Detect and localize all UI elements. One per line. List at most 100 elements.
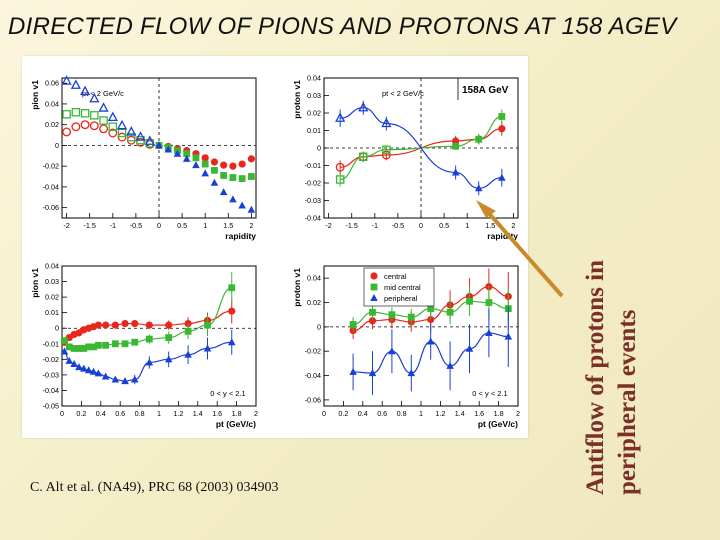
x-tick-label: 2	[516, 409, 520, 418]
data-point	[111, 375, 120, 383]
y-tick-label: 0.04	[307, 74, 321, 83]
x-tick-label: 0.2	[76, 409, 86, 418]
data-point	[71, 122, 81, 132]
x-tick-label: 1.6	[474, 409, 484, 418]
x-tick-label: 1.5	[223, 221, 233, 230]
citation: C. Alt et al. (NA49), PRC 68 (2003) 0349…	[30, 480, 279, 495]
y-tick-label: 0.02	[45, 293, 59, 302]
data-point	[451, 168, 460, 176]
x-axis-label: pt (GeV/c)	[216, 419, 256, 429]
x-tick-label: 0.8	[397, 409, 407, 418]
x-tick-label: 0.4	[358, 409, 368, 418]
x-tick-label: 1	[157, 409, 161, 418]
y-tick-label: 0.01	[307, 126, 321, 135]
data-point	[145, 321, 153, 329]
data-point	[144, 135, 155, 145]
data-point	[75, 363, 83, 371]
data-point	[164, 145, 173, 153]
chart-proton-pt: 0 0.2 0.4 0.6 0.8 1 1.2 1.4 1.6 1.8 2 -0.06 -0.04 -0.…	[292, 265, 520, 429]
y-tick-label: 0.02	[307, 109, 321, 118]
y-tick-label: -0.06	[43, 203, 59, 212]
data-point	[165, 321, 173, 329]
chart-pion-rapidity: -2 -1.5 -1 -0.5 0 0.5 1 1.5 2 -0.06 -0.04 -0.02 0 0.0…	[30, 75, 257, 241]
data-point	[335, 112, 346, 122]
data-point	[229, 174, 237, 181]
chart-pion-pt: 0 0.2 0.4 0.6 0.8 1 1.2 1.4 1.6 1.8 2 -0.05 -0.04 -0.…	[30, 262, 258, 430]
data-point	[184, 350, 192, 358]
x-tick-label: -2	[325, 221, 331, 230]
y-tick-label: -0.02	[43, 355, 59, 364]
data-point	[165, 334, 173, 341]
data-point	[203, 344, 212, 352]
x-axis-label: pt (GeV/c)	[478, 419, 518, 429]
data-point	[498, 173, 506, 181]
x-tick-label: 2	[511, 221, 515, 230]
data-point	[89, 367, 98, 375]
data-point	[182, 154, 191, 162]
x-tick-label: 0.2	[338, 409, 348, 418]
chart-proton-rapidity: -2 -1.5 -1 -0.5 0 0.5 1 1.5 2 -0.04 -0.03 -0.02 -0.0…	[292, 74, 519, 241]
data-point	[70, 360, 78, 367]
data-point	[388, 311, 396, 319]
y-tick-label: -0.01	[43, 339, 59, 348]
x-tick-label: 1.6	[212, 409, 222, 418]
x-axis-label: rapidity	[487, 231, 518, 241]
data-point	[427, 305, 435, 313]
y-axis-label: proton v1	[292, 268, 302, 307]
data-point	[94, 341, 102, 349]
side-note-line-2: peripheral events	[614, 309, 641, 495]
y-tick-label: 0.04	[45, 99, 59, 108]
x-tick-label: 0.8	[135, 409, 145, 418]
x-axis-label: rapidity	[225, 231, 256, 241]
data-point	[164, 355, 173, 363]
y-tick-label: -0.02	[43, 162, 59, 171]
data-point	[485, 299, 493, 306]
series-peripheral	[61, 75, 256, 213]
y-tick-label: 0.04	[307, 274, 321, 283]
data-point	[369, 308, 376, 316]
data-point	[504, 332, 513, 340]
y-tick-label: -0.04	[43, 386, 59, 395]
x-tick-label: 1.4	[455, 409, 465, 418]
y-tick-label: -0.02	[305, 347, 321, 356]
data-point	[94, 369, 103, 377]
data-point	[381, 117, 392, 128]
energy-label: 158A GeV	[462, 85, 509, 96]
data-point	[247, 173, 255, 180]
data-point	[89, 121, 99, 131]
y-tick-label: 0.03	[307, 91, 321, 100]
data-point	[368, 317, 377, 325]
data-point	[388, 347, 396, 355]
data-point	[71, 107, 81, 117]
x-tick-label: 1.8	[494, 409, 504, 418]
data-point	[135, 131, 146, 141]
y-tick-label: -0.03	[305, 196, 321, 205]
data-point	[121, 340, 129, 348]
data-point	[173, 149, 182, 157]
side-note-line-1: Antiflow of protons in	[582, 260, 609, 495]
data-point	[80, 345, 88, 352]
data-point	[62, 127, 72, 137]
data-point	[349, 367, 357, 375]
data-point	[80, 120, 90, 130]
data-point	[116, 119, 128, 130]
x-tick-label: -1	[372, 221, 378, 230]
series-peripheral	[60, 329, 236, 385]
data-point	[201, 160, 209, 168]
data-point	[89, 92, 100, 103]
data-point	[238, 160, 246, 168]
data-point	[465, 344, 474, 352]
data-point	[229, 162, 237, 170]
data-point	[475, 135, 483, 143]
data-point	[80, 364, 88, 372]
y-tick-label: 0.02	[45, 120, 59, 129]
legend-label: mid central	[384, 283, 421, 292]
data-point	[102, 341, 110, 349]
series-peripheral	[335, 100, 506, 196]
data-point	[238, 201, 246, 209]
data-point	[80, 85, 91, 96]
y-tick-label: -0.03	[43, 370, 59, 379]
x-tick-label: 2	[249, 221, 253, 230]
data-point	[126, 126, 137, 136]
